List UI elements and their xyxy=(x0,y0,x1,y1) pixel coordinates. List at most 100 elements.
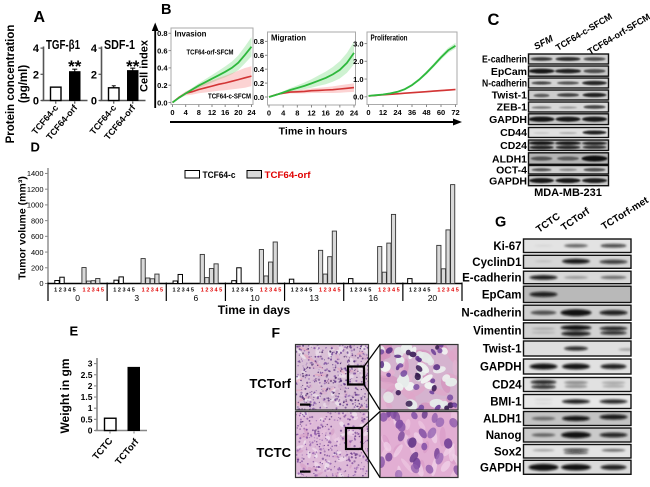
svg-text:4: 4 xyxy=(245,288,249,294)
svg-text:2: 2 xyxy=(264,288,267,294)
svg-text:3: 3 xyxy=(387,288,390,294)
svg-text:4: 4 xyxy=(333,288,337,294)
svg-text:3: 3 xyxy=(92,288,95,294)
svg-text:1: 1 xyxy=(291,288,294,294)
svg-text:E: E xyxy=(70,324,79,339)
svg-text:**: ** xyxy=(68,57,82,76)
svg-text:3: 3 xyxy=(328,288,331,294)
svg-text:ZEB-1: ZEB-1 xyxy=(497,102,527,114)
svg-text:5: 5 xyxy=(101,288,104,294)
svg-text:20: 20 xyxy=(336,109,344,118)
svg-text:0.6: 0.6 xyxy=(157,46,167,55)
svg-text:12: 12 xyxy=(379,108,387,117)
svg-text:5: 5 xyxy=(397,288,400,294)
svg-text:200: 200 xyxy=(31,263,44,272)
svg-text:Cell index: Cell index xyxy=(138,39,150,92)
svg-text:1: 1 xyxy=(409,288,412,294)
svg-text:**: ** xyxy=(126,57,140,76)
svg-text:5: 5 xyxy=(191,288,194,294)
svg-text:4: 4 xyxy=(305,288,309,294)
svg-text:1: 1 xyxy=(437,288,440,294)
svg-text:4: 4 xyxy=(91,43,98,55)
svg-text:36: 36 xyxy=(408,108,416,117)
svg-text:ALDH1: ALDH1 xyxy=(483,414,522,426)
svg-text:0: 0 xyxy=(33,96,39,108)
svg-text:1: 1 xyxy=(232,288,235,294)
svg-text:2: 2 xyxy=(383,288,386,294)
svg-text:0.4: 0.4 xyxy=(157,64,168,73)
svg-text:3: 3 xyxy=(447,288,450,294)
svg-text:2: 2 xyxy=(118,288,121,294)
svg-text:0.0: 0.0 xyxy=(353,93,363,102)
svg-text:24: 24 xyxy=(393,108,402,117)
svg-text:1200: 1200 xyxy=(27,185,44,194)
svg-text:5: 5 xyxy=(132,288,135,294)
svg-text:Twist-1: Twist-1 xyxy=(492,90,528,102)
svg-text:3: 3 xyxy=(182,288,185,294)
svg-text:0.2: 0.2 xyxy=(254,79,264,88)
svg-text:F: F xyxy=(272,325,281,341)
svg-text:4: 4 xyxy=(274,288,278,294)
svg-text:2: 2 xyxy=(236,288,239,294)
svg-text:0.0: 0.0 xyxy=(157,98,167,107)
svg-text:CD24: CD24 xyxy=(500,140,527,152)
svg-text:C: C xyxy=(488,11,500,29)
svg-text:0.4: 0.4 xyxy=(254,65,265,74)
svg-text:1: 1 xyxy=(113,288,116,294)
svg-text:CD44: CD44 xyxy=(500,127,527,139)
svg-text:1: 1 xyxy=(260,288,263,294)
svg-text:A: A xyxy=(34,9,46,26)
svg-text:3: 3 xyxy=(134,293,139,303)
svg-text:2.5: 2.5 xyxy=(81,370,93,380)
svg-text:4: 4 xyxy=(451,288,455,294)
svg-text:TGF-β1: TGF-β1 xyxy=(46,38,80,52)
svg-text:3.0: 3.0 xyxy=(353,39,363,48)
svg-text:24: 24 xyxy=(350,109,359,118)
svg-text:3: 3 xyxy=(88,359,93,369)
svg-text:400: 400 xyxy=(31,248,44,257)
svg-text:2.0: 2.0 xyxy=(353,57,363,66)
svg-text:4: 4 xyxy=(33,43,40,55)
svg-text:2: 2 xyxy=(59,288,62,294)
svg-text:1.5: 1.5 xyxy=(81,392,93,402)
svg-text:4: 4 xyxy=(127,288,131,294)
svg-text:2: 2 xyxy=(205,288,208,294)
svg-text:3: 3 xyxy=(269,288,272,294)
svg-text:5: 5 xyxy=(278,288,281,294)
svg-text:N-cadherin: N-cadherin xyxy=(461,308,521,320)
svg-text:5: 5 xyxy=(250,288,253,294)
svg-text:0.6: 0.6 xyxy=(254,51,264,60)
svg-text:TCF64-orf-SFCM: TCF64-orf-SFCM xyxy=(187,48,234,57)
svg-text:800: 800 xyxy=(31,216,44,225)
svg-text:20: 20 xyxy=(234,108,242,117)
svg-text:0: 0 xyxy=(366,108,370,117)
svg-text:(pg/ml): (pg/ml) xyxy=(18,65,30,103)
svg-text:GAPDH: GAPDH xyxy=(480,462,522,474)
svg-text:1.0: 1.0 xyxy=(353,75,363,84)
svg-text:0.8: 0.8 xyxy=(157,29,167,38)
svg-text:0.5: 0.5 xyxy=(81,414,93,424)
svg-text:0: 0 xyxy=(267,109,271,118)
svg-text:2: 2 xyxy=(354,288,357,294)
svg-text:Proliferation: Proliferation xyxy=(371,32,408,42)
svg-text:4: 4 xyxy=(215,288,219,294)
svg-text:3: 3 xyxy=(300,288,303,294)
svg-text:2: 2 xyxy=(324,288,327,294)
svg-text:2: 2 xyxy=(177,288,180,294)
svg-text:3: 3 xyxy=(210,288,213,294)
svg-text:2: 2 xyxy=(146,288,149,294)
svg-text:72: 72 xyxy=(451,108,459,117)
svg-text:4: 4 xyxy=(281,109,286,118)
svg-text:ALDH1: ALDH1 xyxy=(492,153,527,165)
svg-text:4: 4 xyxy=(96,288,100,294)
svg-text:10: 10 xyxy=(250,293,260,303)
svg-text:16: 16 xyxy=(221,108,229,117)
svg-text:1000: 1000 xyxy=(27,201,44,210)
svg-text:4: 4 xyxy=(392,288,396,294)
svg-text:1: 1 xyxy=(201,288,204,294)
svg-text:24: 24 xyxy=(247,108,256,117)
svg-text:20: 20 xyxy=(428,293,438,303)
svg-text:3: 3 xyxy=(63,288,66,294)
svg-text:Ki-67: Ki-67 xyxy=(493,241,521,253)
svg-text:1: 1 xyxy=(378,288,381,294)
